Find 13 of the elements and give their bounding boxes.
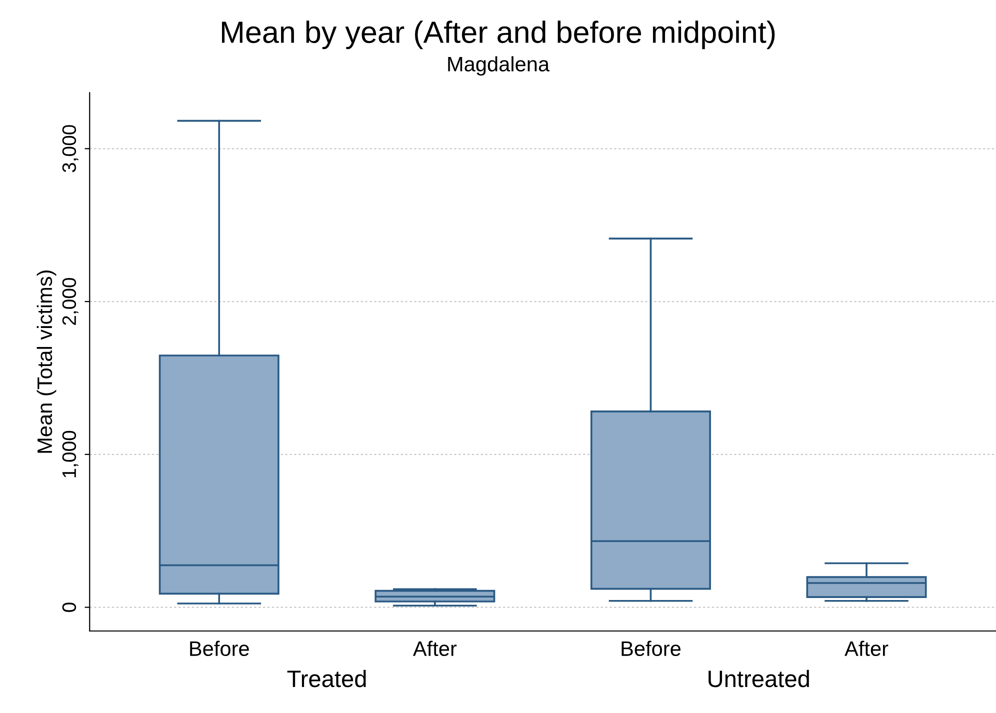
text: Treated	[287, 670, 366, 688]
y-axis-title: Mean (Total victims)	[36, 270, 56, 453]
x-tick-label: Before	[190, 640, 249, 656]
x-tick-label: Before	[622, 640, 680, 656]
chart-title: Mean by year (After and before midpoint)	[222, 20, 775, 50]
x-tick-label: After	[412, 640, 457, 656]
y-tick-label: 0	[62, 602, 76, 612]
y-tick-label: 1,000	[62, 430, 78, 478]
y-tick-label: 2,000	[62, 278, 78, 325]
y-tick-label: 3,000	[62, 125, 78, 172]
x-tick-label: After	[844, 640, 888, 656]
chart-subtitle: Magdalena	[448, 56, 550, 76]
text: Untreated	[708, 670, 809, 688]
